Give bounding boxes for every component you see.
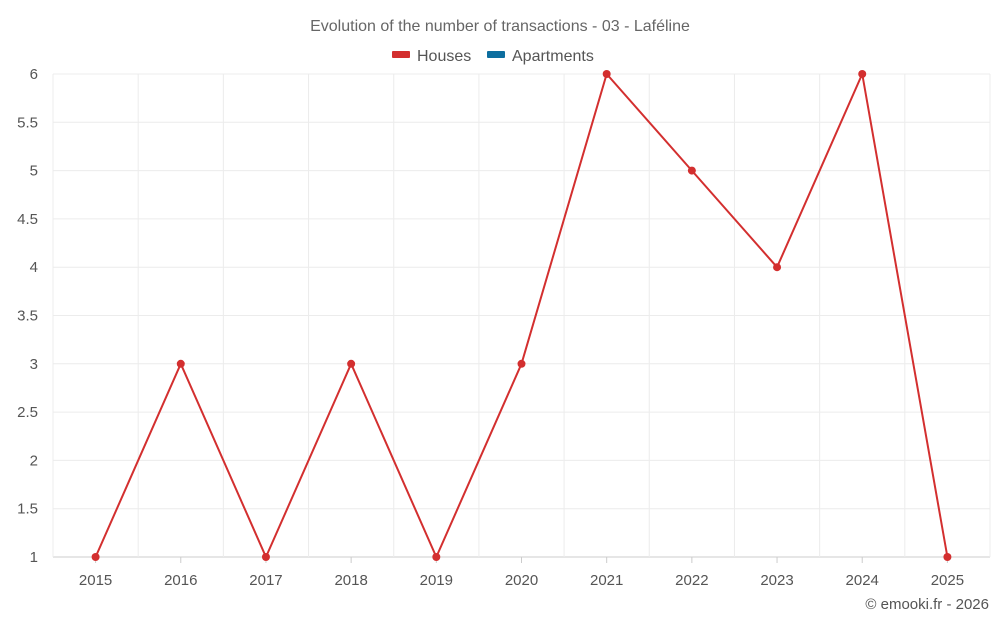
legend-item-apartments[interactable]: Apartments [487,48,594,65]
data-point[interactable] [687,166,696,175]
x-tick-label: 2020 [505,572,538,589]
legend-label-apartments: Apartments [512,48,594,65]
x-tick-label: 2025 [931,572,964,589]
data-point[interactable] [943,553,952,561]
legend-item-houses[interactable]: Houses [392,48,471,65]
y-tick-label: 4.5 [17,211,38,228]
credit-text: © emooki.fr - 2026 [865,596,989,613]
legend-swatch-houses [392,51,410,58]
y-tick-label: 2 [30,452,38,469]
x-tick-label: 2024 [846,572,879,589]
data-point[interactable] [347,359,356,368]
y-tick-label: 5 [30,163,38,180]
legend: Houses Apartments [392,48,594,65]
x-tick-label: 2017 [249,572,282,589]
legend-label-houses: Houses [417,48,471,65]
data-point[interactable] [261,553,270,561]
x-tick-label: 2022 [675,572,708,589]
x-tick-label: 2021 [590,572,623,589]
legend-swatch-apartments [487,51,505,58]
data-point[interactable] [602,70,611,78]
data-point[interactable] [91,553,100,561]
data-point[interactable] [176,359,185,368]
x-axis: 2015 2016 2017 2018 2019 2020 2021 2022 2023 2024… [79,557,964,589]
y-tick-label: 4 [30,259,38,276]
y-tick-label: 1.5 [17,501,38,518]
x-tick-label: 2016 [164,572,197,589]
y-axis: 1 1.5 2 2.5 3 3.5 4 4.5 5 5.5 6 [17,66,38,566]
data-point[interactable] [432,553,441,561]
data-point[interactable] [858,70,867,78]
y-tick-label: 3.5 [17,308,38,325]
grid [52,73,991,558]
y-tick-label: 1 [30,549,38,566]
y-tick-label: 5.5 [17,114,38,131]
y-tick-label: 2.5 [17,404,38,421]
y-tick-label: 3 [30,356,38,373]
data-point[interactable] [773,263,782,272]
x-tick-label: 2023 [760,572,793,589]
x-tick-label: 2018 [334,572,367,589]
chart-title: Evolution of the number of transactions … [310,18,690,35]
y-tick-label: 6 [30,66,38,83]
x-tick-label: 2015 [79,572,112,589]
x-tick-label: 2019 [420,572,453,589]
data-point[interactable] [517,359,526,368]
series-houses [91,70,952,561]
